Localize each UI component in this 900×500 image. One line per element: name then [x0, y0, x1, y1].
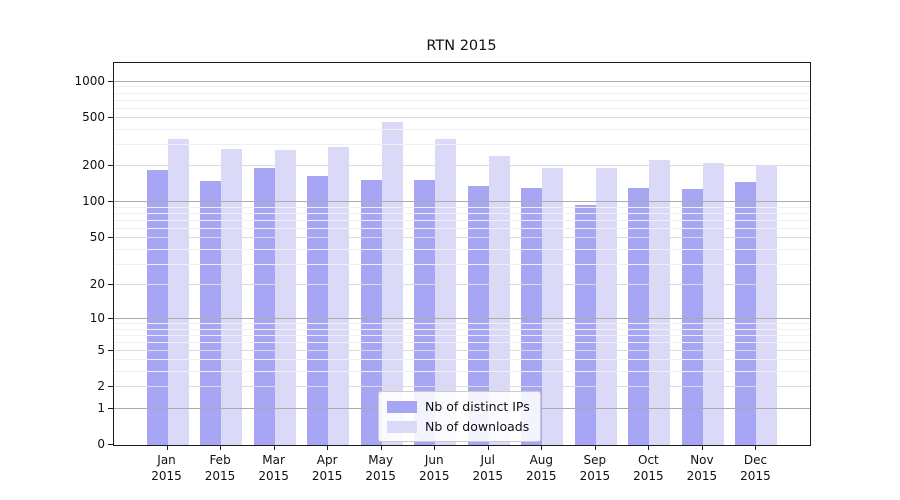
y-tick-label-100: 100	[82, 194, 105, 209]
gridline-900	[114, 86, 810, 88]
bar-downloads-mar	[274, 150, 296, 445]
y-tick-label-500: 500	[82, 110, 105, 125]
x-tick-label-aug: Aug 2015	[526, 453, 557, 483]
x-tick-mark-oct	[648, 446, 650, 450]
x-tick-label-sep: Sep 2015	[579, 453, 611, 483]
y-tick-label-5: 5	[97, 342, 105, 357]
gridline-1000	[114, 80, 810, 82]
bar-distinct-ips-jan	[146, 170, 168, 445]
bar-distinct-ips-aug	[521, 188, 543, 445]
y-tick-mark-500	[108, 117, 113, 119]
x-tick-mark-may	[380, 446, 382, 450]
x-tick-label-dec: Dec 2015	[740, 453, 771, 483]
chart-plot-area	[113, 62, 811, 446]
bar-downloads-jun	[435, 139, 457, 445]
legend-swatch-downloads	[387, 420, 417, 433]
x-tick-label-jun: Jun 2015	[418, 453, 450, 483]
y-tick-mark-5	[108, 349, 113, 351]
x-tick-label-feb: Feb 2015	[204, 453, 236, 483]
x-tick-mark-jul	[487, 446, 489, 450]
legend-swatch-distinct-ips	[387, 400, 417, 413]
x-tick-mark-feb	[220, 446, 222, 450]
y-tick-mark-50	[108, 237, 113, 239]
bar-distinct-ips-dec	[735, 182, 757, 445]
x-tick-mark-aug	[541, 446, 543, 450]
bar-downloads-nov	[702, 162, 724, 445]
bar-downloads-apr	[328, 147, 350, 445]
legend: Nb of distinct IPs Nb of downloads	[378, 391, 541, 442]
y-tick-label-1: 1	[97, 400, 105, 415]
legend-item-distinct-ips: Nb of distinct IPs	[387, 399, 530, 414]
x-tick-label-mar: Mar 2015	[258, 453, 289, 483]
x-tick-mark-jan	[166, 446, 168, 450]
gridline-400	[114, 129, 810, 131]
x-tick-mark-jun	[434, 446, 436, 450]
bar-distinct-ips-feb	[200, 181, 222, 445]
y-tick-mark-0	[108, 444, 113, 445]
bar-distinct-ips-mar	[253, 168, 275, 445]
legend-label-downloads: Nb of downloads	[425, 419, 530, 434]
bar-distinct-ips-may	[360, 179, 382, 445]
y-tick-mark-20	[108, 284, 113, 285]
x-tick-mark-mar	[273, 446, 275, 450]
gridline-600	[114, 107, 810, 109]
x-tick-label-may: May 2015	[365, 453, 396, 483]
x-tick-label-apr: Apr 2015	[311, 453, 343, 483]
chart-title: RTN 2015	[426, 38, 497, 54]
legend-item-downloads: Nb of downloads	[387, 419, 530, 434]
bar-distinct-ips-oct	[628, 188, 650, 445]
x-tick-label-nov: Nov 2015	[686, 453, 718, 483]
y-tick-label-2: 2	[97, 379, 105, 394]
y-tick-label-50: 50	[89, 230, 105, 245]
bar-distinct-ips-sep	[574, 205, 596, 445]
bar-downloads-aug	[542, 167, 564, 445]
x-tick-mark-dec	[755, 446, 757, 450]
x-tick-mark-apr	[327, 446, 329, 450]
bar-distinct-ips-nov	[681, 188, 703, 445]
legend-label-distinct-ips: Nb of distinct IPs	[425, 399, 530, 414]
bar-distinct-ips-jun	[414, 179, 436, 445]
y-tick-mark-1	[108, 407, 113, 409]
bar-downloads-oct	[649, 159, 671, 445]
gridline-700	[114, 99, 810, 101]
bar-downloads-jan	[167, 138, 189, 445]
bar-downloads-sep	[595, 168, 617, 445]
bar-downloads-feb	[221, 148, 243, 445]
x-tick-mark-sep	[594, 446, 596, 450]
bar-downloads-dec	[756, 165, 778, 445]
y-tick-mark-100	[108, 201, 113, 203]
gridline-800	[114, 92, 810, 94]
y-tick-label-200: 200	[82, 158, 105, 173]
x-tick-label-jan: Jan 2015	[151, 453, 182, 483]
bar-distinct-ips-jul	[467, 185, 489, 445]
y-tick-label-1000: 1000	[74, 73, 105, 88]
y-tick-label-20: 20	[89, 277, 105, 291]
x-tick-mark-nov	[701, 446, 703, 450]
y-tick-label-0: 0	[97, 437, 105, 451]
bar-distinct-ips-apr	[307, 176, 329, 445]
y-tick-mark-10	[108, 317, 113, 319]
gridline-300	[114, 144, 810, 146]
y-tick-mark-2	[108, 386, 113, 388]
x-tick-label-oct: Oct 2015	[633, 453, 664, 483]
y-tick-label-10: 10	[89, 310, 105, 325]
y-tick-mark-1000	[108, 80, 113, 82]
y-tick-mark-200	[108, 165, 113, 167]
gridline-500	[114, 117, 810, 119]
x-tick-label-jul: Jul 2015	[472, 453, 504, 483]
